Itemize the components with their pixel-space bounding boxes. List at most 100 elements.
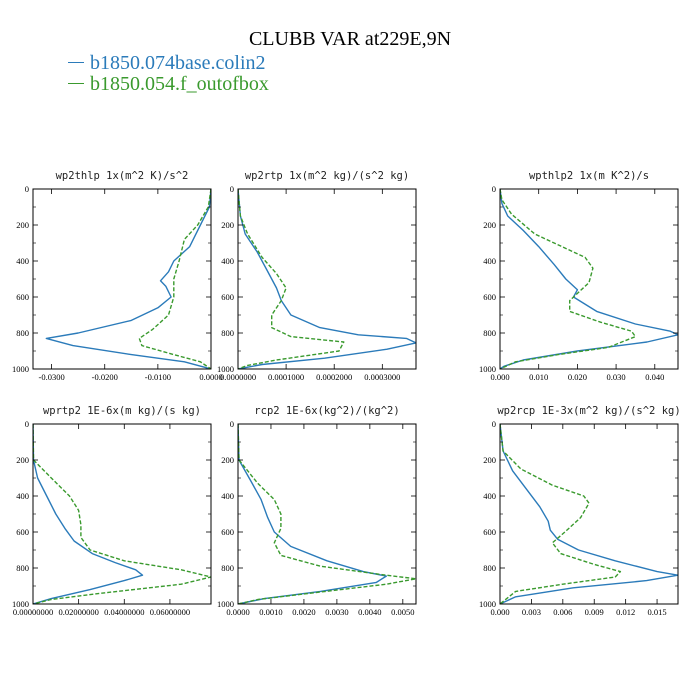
- x-tick-label: 0.010: [529, 372, 548, 382]
- y-tick-label: 0: [25, 419, 29, 429]
- series-line-1: [45, 189, 211, 369]
- x-tick-label: 0.0000: [199, 372, 222, 382]
- x-tick-label: 0.040: [645, 372, 664, 382]
- panel-6: wp2rcp 1E-3x(m^2 kg)/(s^2 kg)0 200 400 600 8…: [479, 405, 681, 617]
- y-tick-label: 0: [25, 184, 29, 194]
- panel-title: wp2rcp 1E-3x(m^2 kg)/(s^2 kg): [497, 405, 680, 417]
- y-tick-label: 0: [492, 419, 496, 429]
- series-line-2: [238, 189, 345, 369]
- plot-frame: [237, 423, 417, 605]
- panel-title: wp2rtp 1x(m^2 kg)/(s^2 kg): [245, 170, 409, 182]
- y-tick-label: 200: [221, 455, 234, 465]
- y-tick-label: 600: [483, 527, 496, 537]
- legend-label-2: b1850.054.f_outofbox: [90, 72, 269, 95]
- x-tick-label: 0.0002000: [316, 372, 352, 382]
- x-tick-label: -0.0100: [145, 372, 171, 382]
- y-tick-label: 1000: [217, 599, 234, 609]
- y-tick-label: 600: [16, 527, 29, 537]
- x-tick-label: 0.0020: [292, 607, 315, 617]
- y-tick-label: 200: [16, 455, 29, 465]
- x-tick-label: 0.000: [490, 607, 509, 617]
- y-tick-label: 400: [483, 491, 496, 501]
- panel-title: wpthlp2 1x(m K^2)/s: [529, 170, 649, 182]
- panel-5: rcp2 1E-6x(kg^2)/(kg^2) 0 200 400 600 800 1000…: [217, 405, 417, 617]
- plot-frame: [237, 188, 417, 370]
- plot-frame: [499, 188, 679, 370]
- panel-title: wp2thlp 1x(m^2 K)/s^2: [56, 170, 189, 182]
- series-line-1: [33, 424, 144, 604]
- legend-label-1: b1850.074base.colin2: [90, 51, 266, 74]
- y-tick-label: 200: [483, 220, 496, 230]
- y-tick-label: 0: [230, 184, 234, 194]
- legend: b1850.074base.colin2 b1850.054.f_outofbo…: [68, 52, 269, 94]
- y-tick-label: 0: [230, 419, 234, 429]
- series-line-2: [500, 189, 637, 369]
- y-tick-label: 400: [483, 256, 496, 266]
- x-tick-label: 0.00000000: [13, 607, 53, 617]
- x-tick-label: 0.009: [585, 607, 604, 617]
- panel-2: wp2rtp 1x(m^2 kg)/(s^2 kg) 0 200 400 600 800 1…: [217, 170, 417, 382]
- series-line-1: [238, 189, 416, 369]
- y-tick-label: 800: [221, 563, 234, 573]
- panel-4: wprtp2 1E-6x(m kg)/(s kg) 0 200 400 600 800 10…: [12, 405, 212, 617]
- series-group: [500, 189, 678, 369]
- series-line-2: [500, 424, 622, 604]
- panel-1: wp2thlp 1x(m^2 K)/s^2 0 200 400 600 800 1000 -0…: [12, 170, 223, 382]
- y-tick-label: 400: [16, 256, 29, 266]
- x-tick-label: 0.0000: [226, 607, 249, 617]
- x-tick-label: 0.0001000: [268, 372, 304, 382]
- x-tick-label: 0.006: [553, 607, 572, 617]
- x-tick-label: 0.000: [490, 372, 509, 382]
- legend-swatch-1: [68, 62, 84, 63]
- plot-frame: [499, 423, 679, 605]
- y-tick-label: 800: [483, 563, 496, 573]
- y-tick-label: 1000: [217, 364, 234, 374]
- x-tick-label: 0.003: [522, 607, 541, 617]
- series-line-1: [500, 424, 678, 604]
- series-line-2: [238, 424, 416, 604]
- y-tick-label: 0: [492, 184, 496, 194]
- y-tick-label: 400: [221, 491, 234, 501]
- y-tick-label: 400: [221, 256, 234, 266]
- x-tick-label: 0.0050: [391, 607, 414, 617]
- y-tick-label: 800: [221, 328, 234, 338]
- y-tick-label: 1000: [12, 364, 29, 374]
- x-tick-label: 0.04000000: [104, 607, 144, 617]
- x-tick-label: 0.012: [616, 607, 635, 617]
- y-tick-label: 800: [483, 328, 496, 338]
- series-line-2: [138, 189, 211, 369]
- y-tick-label: 1000: [479, 364, 496, 374]
- series-group: [45, 189, 211, 369]
- panel-title: wprtp2 1E-6x(m kg)/(s kg): [43, 405, 201, 417]
- legend-item-2: b1850.054.f_outofbox: [68, 73, 269, 94]
- x-tick-label: 0.0010: [259, 607, 282, 617]
- series-line-1: [500, 189, 678, 369]
- y-tick-label: 400: [16, 491, 29, 501]
- legend-item-1: b1850.074base.colin2: [68, 52, 269, 73]
- y-tick-label: 200: [483, 455, 496, 465]
- y-tick-label: 600: [221, 292, 234, 302]
- panel-title: rcp2 1E-6x(kg^2)/(kg^2): [254, 405, 399, 417]
- series-group: [33, 424, 211, 604]
- x-tick-label: 0.0003000: [364, 372, 400, 382]
- series-group: [238, 189, 416, 369]
- x-tick-label: 0.0000000: [220, 372, 256, 382]
- x-tick-label: 0.02000000: [58, 607, 98, 617]
- x-tick-label: 0.0030: [325, 607, 348, 617]
- x-tick-label: 0.06000000: [150, 607, 190, 617]
- y-tick-label: 600: [16, 292, 29, 302]
- x-tick-label: 0.020: [568, 372, 587, 382]
- series-line-1: [238, 424, 387, 604]
- y-tick-label: 800: [16, 563, 29, 573]
- legend-swatch-2: [68, 83, 84, 84]
- y-tick-label: 600: [221, 527, 234, 537]
- y-tick-label: 200: [16, 220, 29, 230]
- y-tick-label: 800: [16, 328, 29, 338]
- y-tick-label: 1000: [12, 599, 29, 609]
- y-tick-label: 600: [483, 292, 496, 302]
- x-tick-label: 0.0040: [358, 607, 381, 617]
- y-tick-label: 200: [221, 220, 234, 230]
- plot-frame: [32, 423, 212, 605]
